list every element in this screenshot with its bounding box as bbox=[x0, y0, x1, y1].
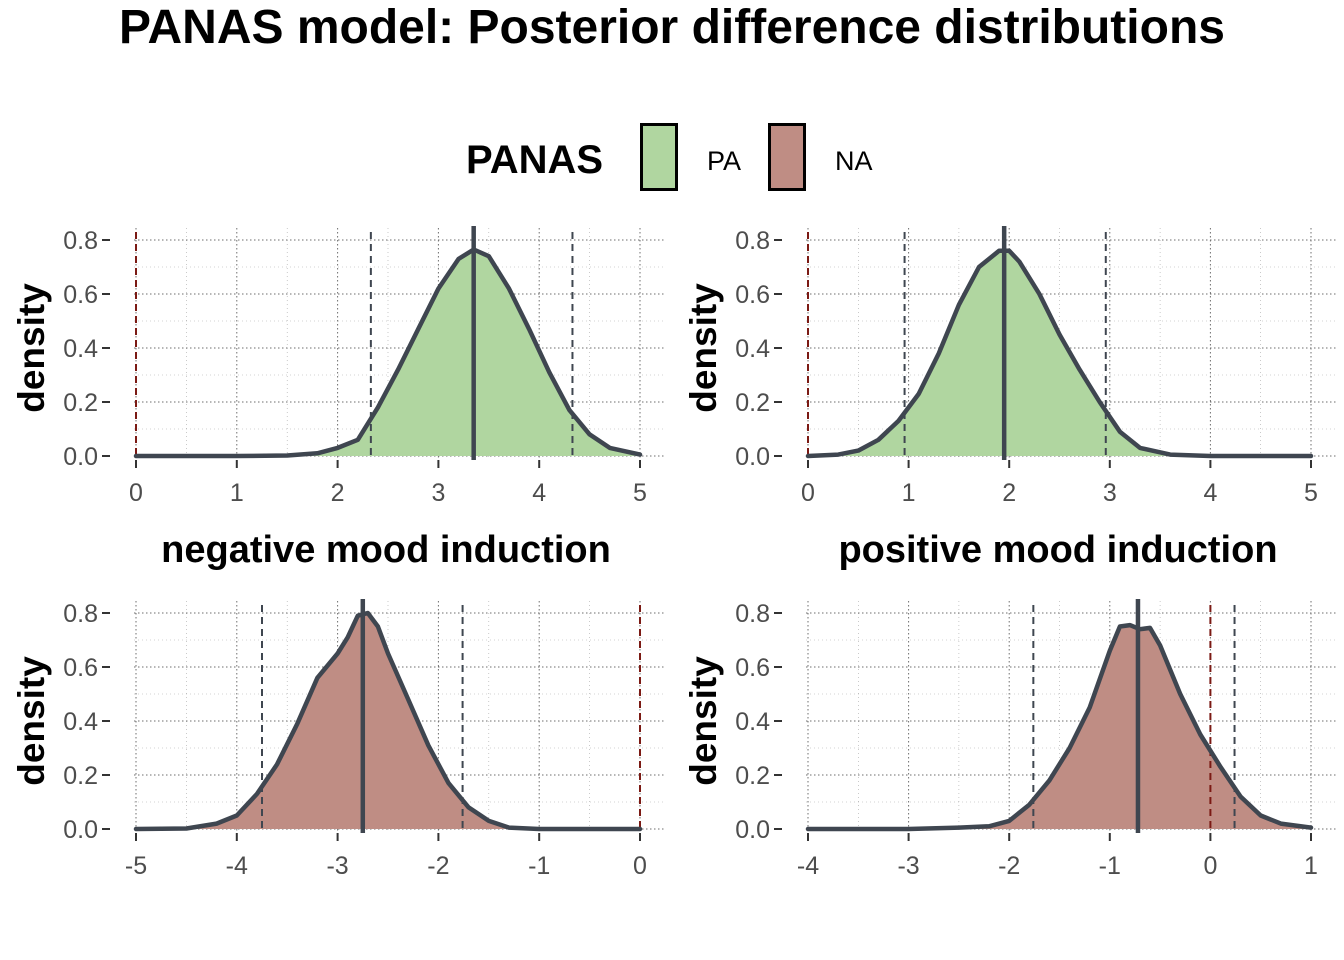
y-tick-label: 0.4 bbox=[63, 708, 98, 736]
y-tick-label: 0.6 bbox=[735, 654, 770, 682]
y-tick-label: 0.0 bbox=[63, 443, 98, 471]
y-tick-label: 0.8 bbox=[63, 600, 98, 628]
y-tick-label: 0.4 bbox=[735, 708, 770, 736]
y-tick-label: 0.6 bbox=[735, 281, 770, 309]
y-tick-label: 0.8 bbox=[63, 227, 98, 255]
y-axis-title: density bbox=[683, 656, 724, 786]
x-tick-label: 0 bbox=[1203, 852, 1217, 880]
x-tick-label: -4 bbox=[226, 852, 248, 880]
density-area bbox=[808, 250, 1311, 456]
density-outline bbox=[805, 248, 1314, 459]
y-axis-title: density bbox=[11, 656, 52, 786]
y-tick-label: 0.8 bbox=[735, 227, 770, 255]
y-tick-label: 0.0 bbox=[63, 816, 98, 844]
x-tick-label: 4 bbox=[1203, 479, 1217, 507]
y-tick-label: 0.2 bbox=[63, 389, 98, 417]
y-tick-label: 0.4 bbox=[63, 335, 98, 363]
x-tick-label: 3 bbox=[1103, 479, 1117, 507]
y-tick-label: 0.6 bbox=[63, 654, 98, 682]
y-axis-title: density bbox=[11, 283, 52, 413]
x-tick-label: 1 bbox=[1304, 852, 1318, 880]
x-tick-label: -2 bbox=[998, 852, 1020, 880]
x-tick-label: 2 bbox=[1002, 479, 1016, 507]
x-tick-label: 0 bbox=[129, 479, 143, 507]
x-tick-label: 3 bbox=[431, 479, 445, 507]
x-tick-label: -1 bbox=[528, 852, 550, 880]
chart-title: PANAS model: Posterior difference distri… bbox=[119, 1, 1225, 54]
legend-title: PANAS bbox=[466, 138, 604, 182]
y-tick-label: 0.2 bbox=[735, 762, 770, 790]
density-area bbox=[808, 625, 1311, 829]
density-area bbox=[136, 613, 640, 829]
x-tick-label: 5 bbox=[1304, 479, 1318, 507]
legend: PANAS PA NA bbox=[0, 120, 1344, 200]
density-outline bbox=[805, 622, 1314, 832]
x-tick-label: -5 bbox=[125, 852, 147, 880]
x-tick-label: -3 bbox=[897, 852, 919, 880]
y-tick-label: 0.4 bbox=[735, 335, 770, 363]
y-tick-label: 0.0 bbox=[735, 443, 770, 471]
x-tick-label: 2 bbox=[331, 479, 345, 507]
panel-title: negative mood induction bbox=[161, 529, 611, 571]
x-tick-label: 4 bbox=[532, 479, 546, 507]
legend-label-pa: PA bbox=[707, 146, 742, 176]
y-axis-title: density bbox=[683, 283, 724, 413]
x-tick-label: 0 bbox=[633, 852, 647, 880]
x-tick-label: -3 bbox=[326, 852, 348, 880]
x-tick-label: -1 bbox=[1099, 852, 1121, 880]
x-tick-label: -2 bbox=[427, 852, 449, 880]
x-tick-label: 0 bbox=[801, 479, 815, 507]
y-tick-label: 0.0 bbox=[735, 816, 770, 844]
legend-key-na bbox=[768, 123, 806, 191]
x-tick-label: 1 bbox=[230, 479, 244, 507]
y-tick-label: 0.6 bbox=[63, 281, 98, 309]
y-tick-label: 0.2 bbox=[63, 762, 98, 790]
x-tick-label: -4 bbox=[797, 852, 819, 880]
y-tick-label: 0.2 bbox=[735, 389, 770, 417]
legend-label-na: NA bbox=[835, 146, 873, 176]
x-tick-label: 1 bbox=[902, 479, 916, 507]
panel-title: positive mood induction bbox=[838, 529, 1277, 571]
x-tick-label: 5 bbox=[633, 479, 647, 507]
legend-key-pa bbox=[640, 123, 678, 191]
density-outline bbox=[133, 247, 643, 459]
y-tick-label: 0.8 bbox=[735, 600, 770, 628]
